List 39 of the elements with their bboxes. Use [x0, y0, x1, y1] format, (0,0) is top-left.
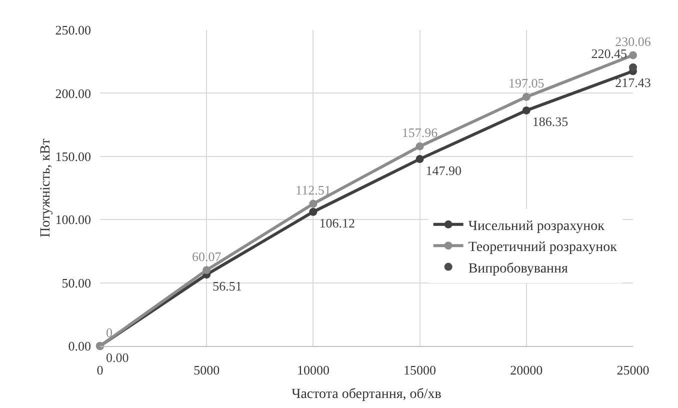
x-tick-label: 20000 [510, 362, 543, 378]
data-label: 186.35 [532, 114, 568, 130]
x-tick-label: 25000 [616, 362, 650, 378]
y-tick-label: 200.00 [55, 86, 91, 101]
point [629, 63, 637, 72]
point [522, 106, 530, 114]
data-label: 56.51 [212, 278, 242, 294]
point [416, 155, 424, 164]
point [309, 200, 318, 208]
x-tick-label: 15000 [404, 362, 436, 378]
point [629, 51, 637, 60]
y-tick-label: 250.00 [55, 22, 91, 38]
data-label: 217.43 [615, 74, 651, 90]
y-axis-title: Потужність, кВт [38, 138, 54, 238]
data-label: 60.07 [192, 248, 222, 264]
point [309, 208, 318, 216]
y-tick-label: 150.00 [55, 148, 91, 164]
x-tick-label: 5000 [194, 362, 220, 378]
data-label: 157.96 [402, 125, 438, 140]
legend-label: Чисельний розрахунок [468, 218, 605, 234]
data-label: 112.51 [296, 182, 331, 198]
point [522, 92, 530, 101]
x-tick-label: 10000 [296, 362, 330, 378]
x-axis-title: Частота обертання, об/хв [292, 387, 442, 402]
legend-label: Випробовування [468, 261, 569, 276]
legend-label: Теоретичний розрахунок [468, 240, 618, 256]
data-label: 106.12 [319, 216, 355, 231]
data-label: 230.06 [615, 34, 652, 49]
data-label: 0 [106, 324, 112, 340]
data-label: 197.05 [508, 76, 544, 91]
data-label: 147.90 [426, 162, 462, 178]
point [416, 142, 424, 150]
y-tick-label: 0.00 [68, 338, 91, 354]
data-label: 0.00 [106, 350, 129, 365]
x-tick-label: 0 [96, 362, 104, 378]
y-tick-label: 100.00 [55, 212, 91, 228]
y-tick-label: 50.00 [62, 275, 91, 290]
point [202, 266, 211, 274]
data-label: 220.45 [591, 46, 627, 62]
